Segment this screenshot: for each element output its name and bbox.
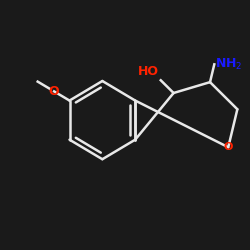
Text: O: O bbox=[224, 142, 233, 152]
Text: NH$_2$: NH$_2$ bbox=[216, 57, 243, 72]
Text: HO: HO bbox=[138, 65, 158, 78]
Text: O: O bbox=[49, 85, 60, 98]
